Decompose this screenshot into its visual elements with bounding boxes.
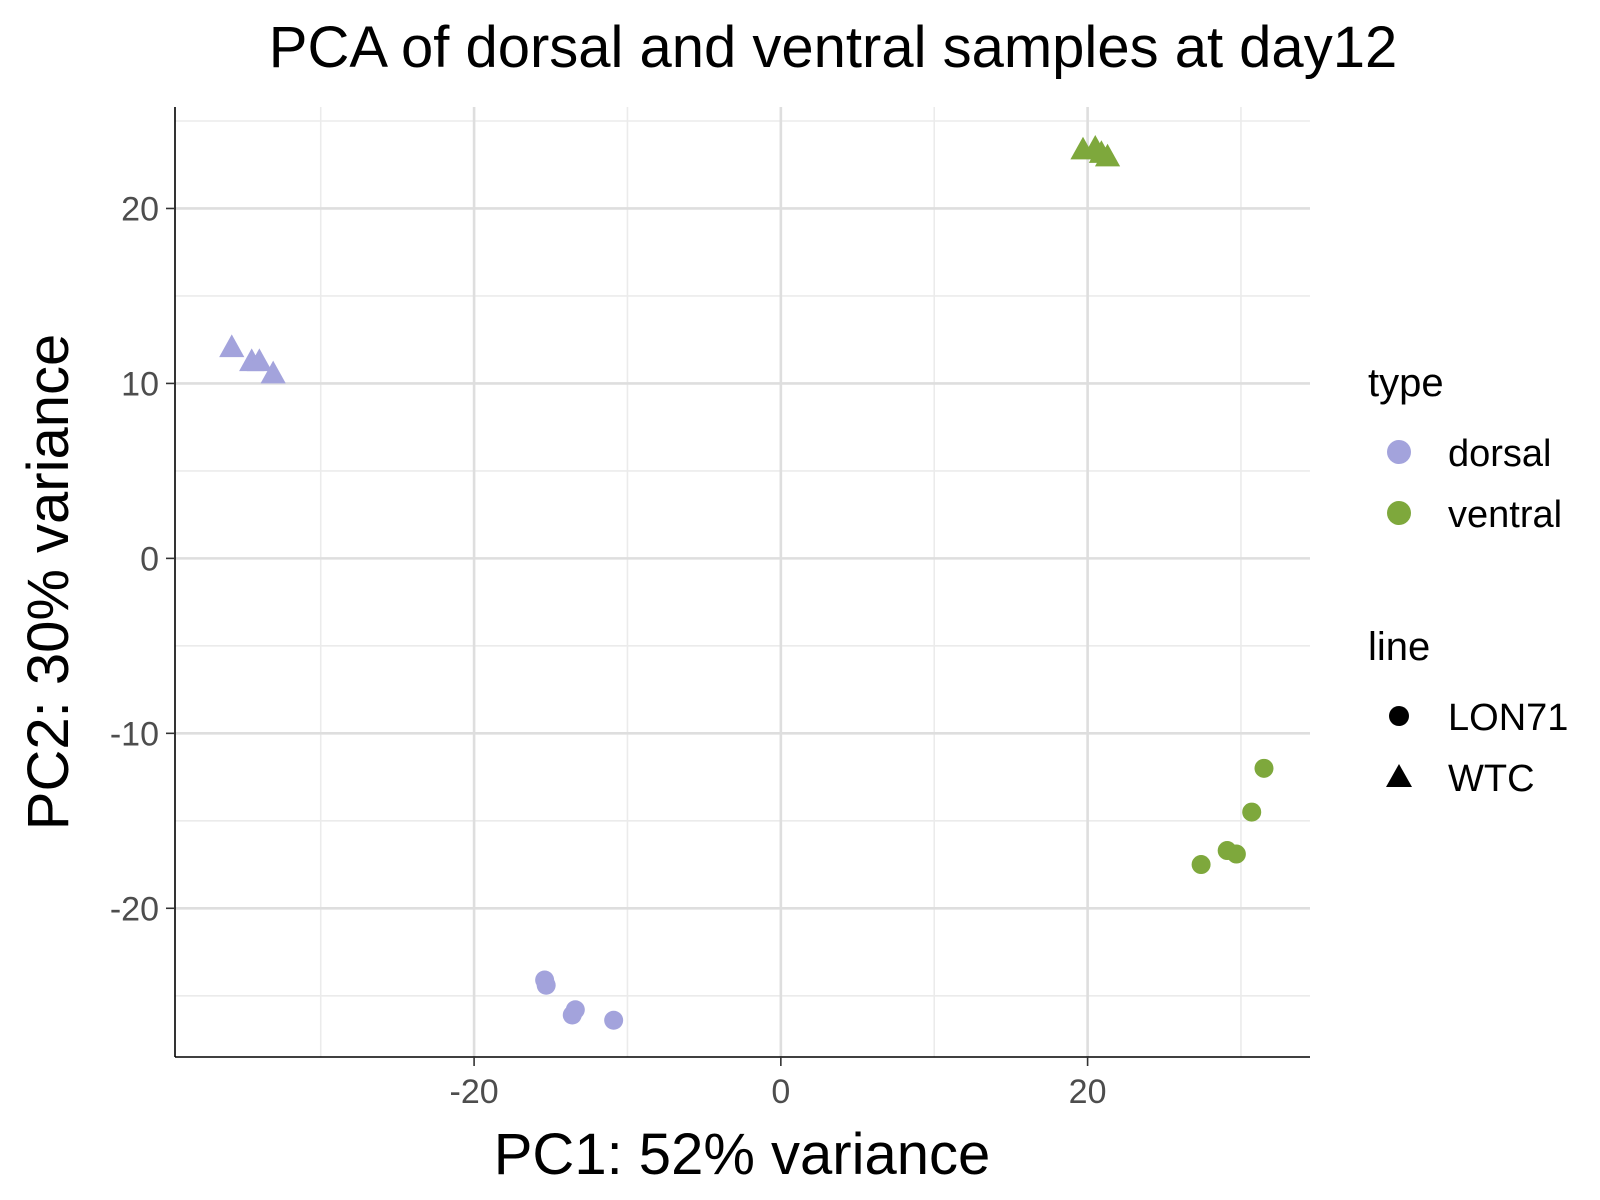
point-ventral-lon71	[1226, 844, 1246, 864]
x-tick-label: -20	[450, 1073, 499, 1111]
y-tick-label: 0	[140, 540, 159, 578]
legend-type-title: type	[1368, 361, 1444, 405]
x-axis-ticks: -20 0 20	[450, 1057, 1107, 1111]
point-dorsal-wtc	[260, 360, 286, 384]
point-ventral-lon71	[1254, 758, 1274, 778]
point-dorsal-lon71	[536, 975, 556, 995]
point-ventral-lon71	[1242, 802, 1262, 822]
point-dorsal-wtc	[219, 334, 245, 358]
x-tick-label: 0	[771, 1073, 790, 1111]
chart-title: PCA of dorsal and ventral samples at day…	[269, 15, 1397, 80]
point-dorsal-lon71	[562, 1005, 582, 1025]
legend-wtc-label: WTC	[1448, 758, 1535, 800]
minor-gridlines	[175, 107, 1310, 1057]
legend-line-title: line	[1368, 625, 1430, 669]
y-tick-label: -10	[110, 715, 159, 753]
legend-dorsal-label: dorsal	[1448, 433, 1552, 475]
point-ventral-wtc	[1094, 143, 1121, 167]
point-dorsal-lon71	[604, 1010, 624, 1030]
x-tick-label: 20	[1069, 1073, 1107, 1111]
legend-ventral-label: ventral	[1448, 494, 1562, 536]
y-axis-ticks: -20 -10 0 10 20	[110, 190, 175, 928]
y-axis-title: PC2: 30% variance	[16, 334, 81, 830]
point-ventral-lon71	[1191, 855, 1211, 875]
legend-ventral-swatch	[1387, 501, 1411, 525]
legend-dorsal-swatch	[1387, 440, 1411, 464]
legend-lon71-label: LON71	[1448, 697, 1568, 739]
legend-wtc-swatch	[1386, 764, 1412, 787]
legend: type dorsal ventral line LON71 WTC	[1368, 361, 1568, 800]
data-points	[219, 134, 1274, 1030]
y-tick-label: 20	[121, 190, 159, 228]
x-axis-title: PC1: 52% variance	[494, 1122, 990, 1187]
plot-panel: -20 0 20 -20 -10 0 10 20	[110, 107, 1310, 1111]
legend-lon71-swatch	[1389, 706, 1409, 726]
major-gridlines	[175, 107, 1310, 1057]
point-dorsal-wtc	[246, 348, 272, 372]
y-tick-label: -20	[110, 890, 159, 928]
y-tick-label: 10	[121, 365, 159, 403]
